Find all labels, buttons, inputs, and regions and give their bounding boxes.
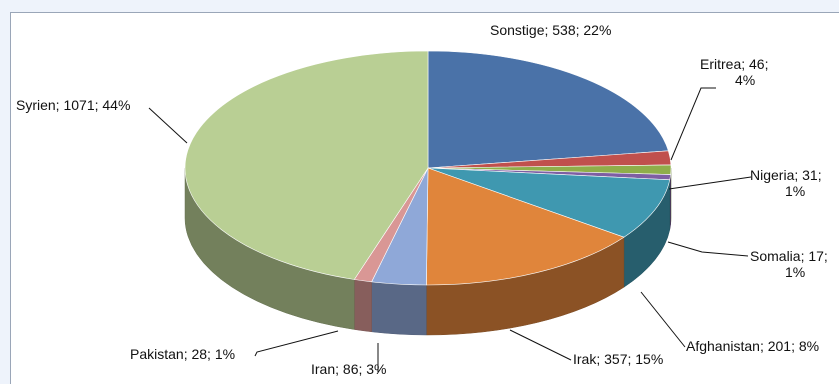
leader-line-somalia xyxy=(668,242,748,256)
data-label-sonstige: Sonstige; 538; 22% xyxy=(490,22,611,38)
data-label-syrien: Syrien; 1071; 44% xyxy=(16,97,130,113)
data-label-eritrea-line2: 4% xyxy=(735,72,755,88)
data-label-nigeria-line2: 1% xyxy=(785,183,805,199)
leader-line-nigeria xyxy=(669,177,751,189)
data-label-afghanistan: Afghanistan; 201; 8% xyxy=(686,338,819,354)
data-label-nigeria: Nigeria; 31; xyxy=(750,167,822,183)
pie-side-iran xyxy=(372,282,427,335)
pie-slice-sonstige[interactable] xyxy=(428,51,668,168)
pie-slices xyxy=(185,51,671,285)
leader-line-irak xyxy=(510,330,571,360)
data-label-somalia-line2: 1% xyxy=(785,264,805,280)
leader-line-pakistan xyxy=(255,331,338,356)
leader-line-afghanistan xyxy=(641,292,685,347)
leader-line-syrien xyxy=(149,108,187,143)
data-label-pakistan: Pakistan; 28; 1% xyxy=(130,346,235,362)
pie-side-pakistan xyxy=(354,279,371,331)
data-label-iran: Iran; 86; 3% xyxy=(311,361,387,377)
leader-line-eritrea xyxy=(671,88,716,160)
data-label-irak: Irak; 357; 15% xyxy=(573,351,663,367)
data-label-somalia: Somalia; 17; xyxy=(750,248,828,264)
data-label-eritrea: Eritrea; 46; xyxy=(700,56,768,72)
